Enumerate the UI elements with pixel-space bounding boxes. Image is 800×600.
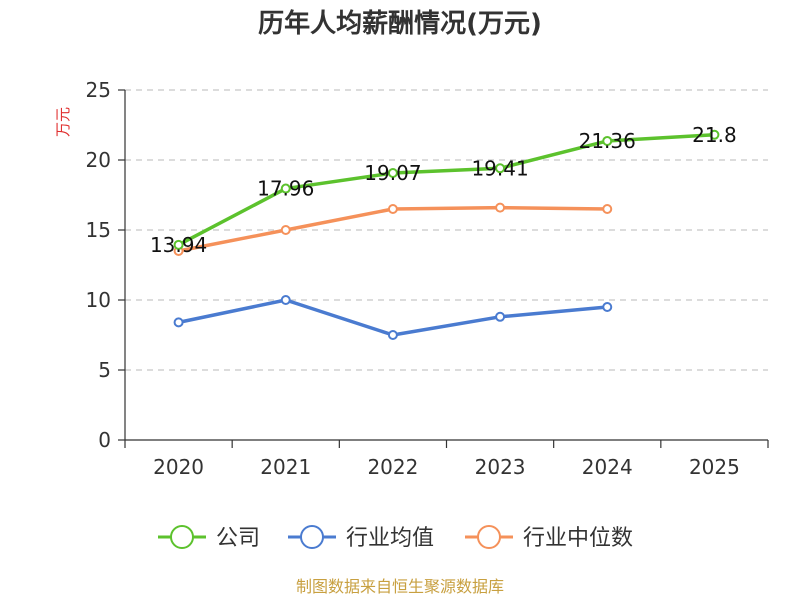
legend-marker-1 (300, 525, 324, 549)
point-0-2025 (709, 129, 720, 140)
point-1-2023 (495, 311, 506, 322)
legend-label-1: 行业均值 (346, 526, 434, 551)
chart-title: 历年人均薪酬情况(万元) (258, 8, 542, 39)
x-tick-label-2024: 2024 (582, 455, 633, 479)
series-line-0 (176, 133, 717, 247)
point-0-2023 (495, 163, 506, 174)
y-tick-label-0: 0 (98, 428, 111, 452)
point-2-2024 (602, 204, 613, 214)
legend-label-2: 行业中位数 (523, 526, 633, 551)
legend-item-1[interactable]: 行业均值 (288, 525, 434, 551)
data-label-2021: 17.96 (257, 177, 314, 201)
grid-lines (125, 89, 768, 371)
series-line-2 (176, 205, 609, 253)
point-1-2022 (387, 330, 398, 340)
y-tick-label-5: 5 (98, 358, 111, 382)
x-tick-label-2020: 2020 (153, 455, 204, 479)
x-tick-label-2022: 2022 (367, 455, 418, 479)
point-1-2024 (602, 302, 613, 312)
y-tick-label-15: 15 (86, 218, 111, 242)
data-label-2022: 19.07 (364, 161, 421, 185)
legend-item-0[interactable]: 公司 (158, 525, 260, 551)
legend-marker-2 (477, 525, 501, 549)
data-label-2023: 19.41 (471, 156, 528, 180)
point-2-2023 (495, 202, 506, 213)
legend-marker-0 (170, 525, 194, 549)
data-labels: 13.94 17.96 19.07 19.41 21.36 21.8 (150, 123, 737, 257)
x-tick-label-2023: 2023 (475, 455, 526, 479)
data-label-2024: 21.36 (579, 129, 636, 153)
point-0-2020 (173, 239, 184, 250)
point-0-2022 (387, 168, 398, 179)
y-tick-label-20: 20 (86, 148, 111, 172)
legend[interactable]: 公司 行业均值 行业中位数 (158, 525, 633, 551)
data-label-2025: 21.8 (692, 123, 737, 147)
source-note: 制图数据来自恒生聚源数据库 (296, 577, 504, 596)
point-2-2022 (387, 204, 398, 214)
legend-label-0: 公司 (216, 526, 260, 551)
series-lines (173, 129, 720, 340)
x-tick-label-2021: 2021 (260, 455, 311, 479)
legend-item-2[interactable]: 行业中位数 (465, 525, 633, 551)
x-tick-label-2025: 2025 (689, 455, 740, 479)
point-0-2024 (602, 135, 613, 146)
y-tick-label-25: 25 (86, 78, 111, 102)
point-1-2021 (280, 295, 291, 305)
data-label-2020: 13.94 (150, 233, 207, 257)
point-0-2021 (280, 183, 291, 194)
point-2-2021 (280, 225, 291, 235)
point-1-2020 (173, 317, 184, 328)
y-tick-label-10: 10 (86, 288, 111, 312)
series-line-1 (176, 298, 609, 337)
y-axis-label: 万元 (54, 107, 72, 137)
